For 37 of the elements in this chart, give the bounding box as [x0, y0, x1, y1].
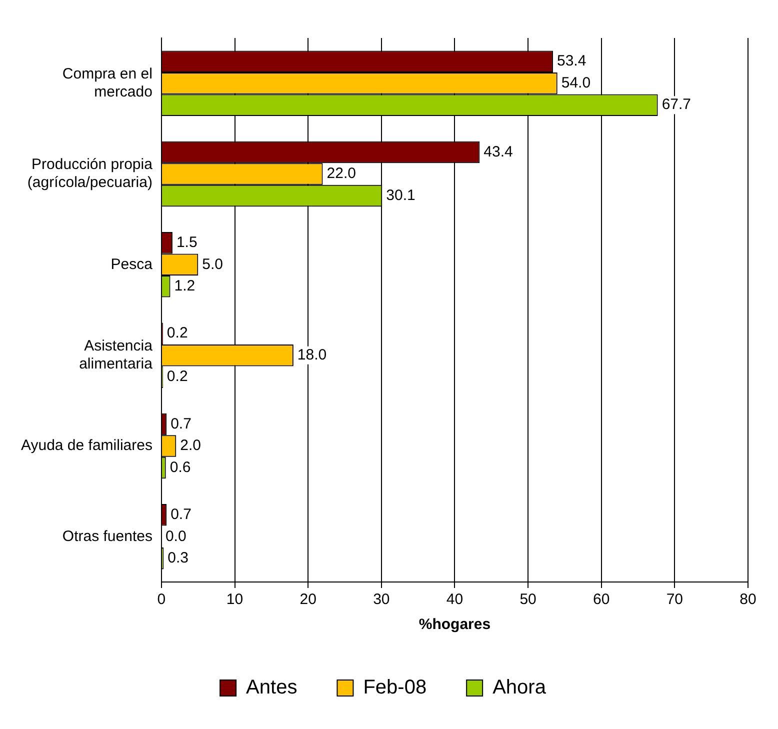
data-label: 43.4: [484, 143, 513, 160]
x-axis-title: %hogares: [418, 616, 491, 634]
legend-label: Feb-08: [363, 676, 427, 699]
y-tick-label: Compra en el mercado: [62, 65, 152, 100]
y-tick-label: Pesca: [110, 256, 154, 273]
data-label: 2.0: [180, 437, 201, 454]
data-label: 54.0: [561, 74, 591, 92]
data-label: 30.1: [386, 186, 416, 204]
y-tick-label: Asistencia alimentaria: [79, 337, 154, 372]
x-tick-label: 60: [593, 591, 610, 608]
data-label: 18.0: [297, 346, 327, 364]
y-tick-label: Ayuda de familiares: [20, 437, 152, 454]
data-label: 0.7: [170, 506, 192, 524]
data-label: 0.2: [166, 324, 188, 342]
x-tick-label: 70: [666, 591, 684, 608]
data-label: 1.5: [176, 234, 198, 252]
data-label: 0.7: [170, 415, 192, 432]
data-label: 0.0: [165, 528, 186, 545]
legend-label: Antes: [246, 676, 298, 699]
x-tick-label: 30: [373, 591, 390, 608]
x-tick-label: 50: [520, 591, 536, 608]
data-label: 5.0: [202, 256, 223, 273]
x-tick-label: 20: [300, 591, 316, 608]
y-tick-label: Producción propia (agrícola/pecuaria): [27, 156, 154, 192]
y-tick-label: Otras fuentes: [62, 528, 152, 545]
data-label: 0.3: [168, 550, 189, 567]
x-tick-label: 0: [157, 591, 166, 608]
x-tick-label: 10: [226, 591, 244, 608]
data-label: 0.2: [166, 368, 188, 386]
data-label: 22.0: [326, 165, 356, 182]
data-label: 1.2: [174, 278, 196, 295]
data-label: 0.6: [170, 458, 191, 476]
data-label: 53.4: [556, 52, 586, 70]
x-tick-label: 40: [446, 591, 464, 608]
legend-label: Ahora: [492, 676, 547, 699]
x-tick-label: 80: [740, 591, 756, 608]
data-label: 67.7: [662, 96, 692, 114]
